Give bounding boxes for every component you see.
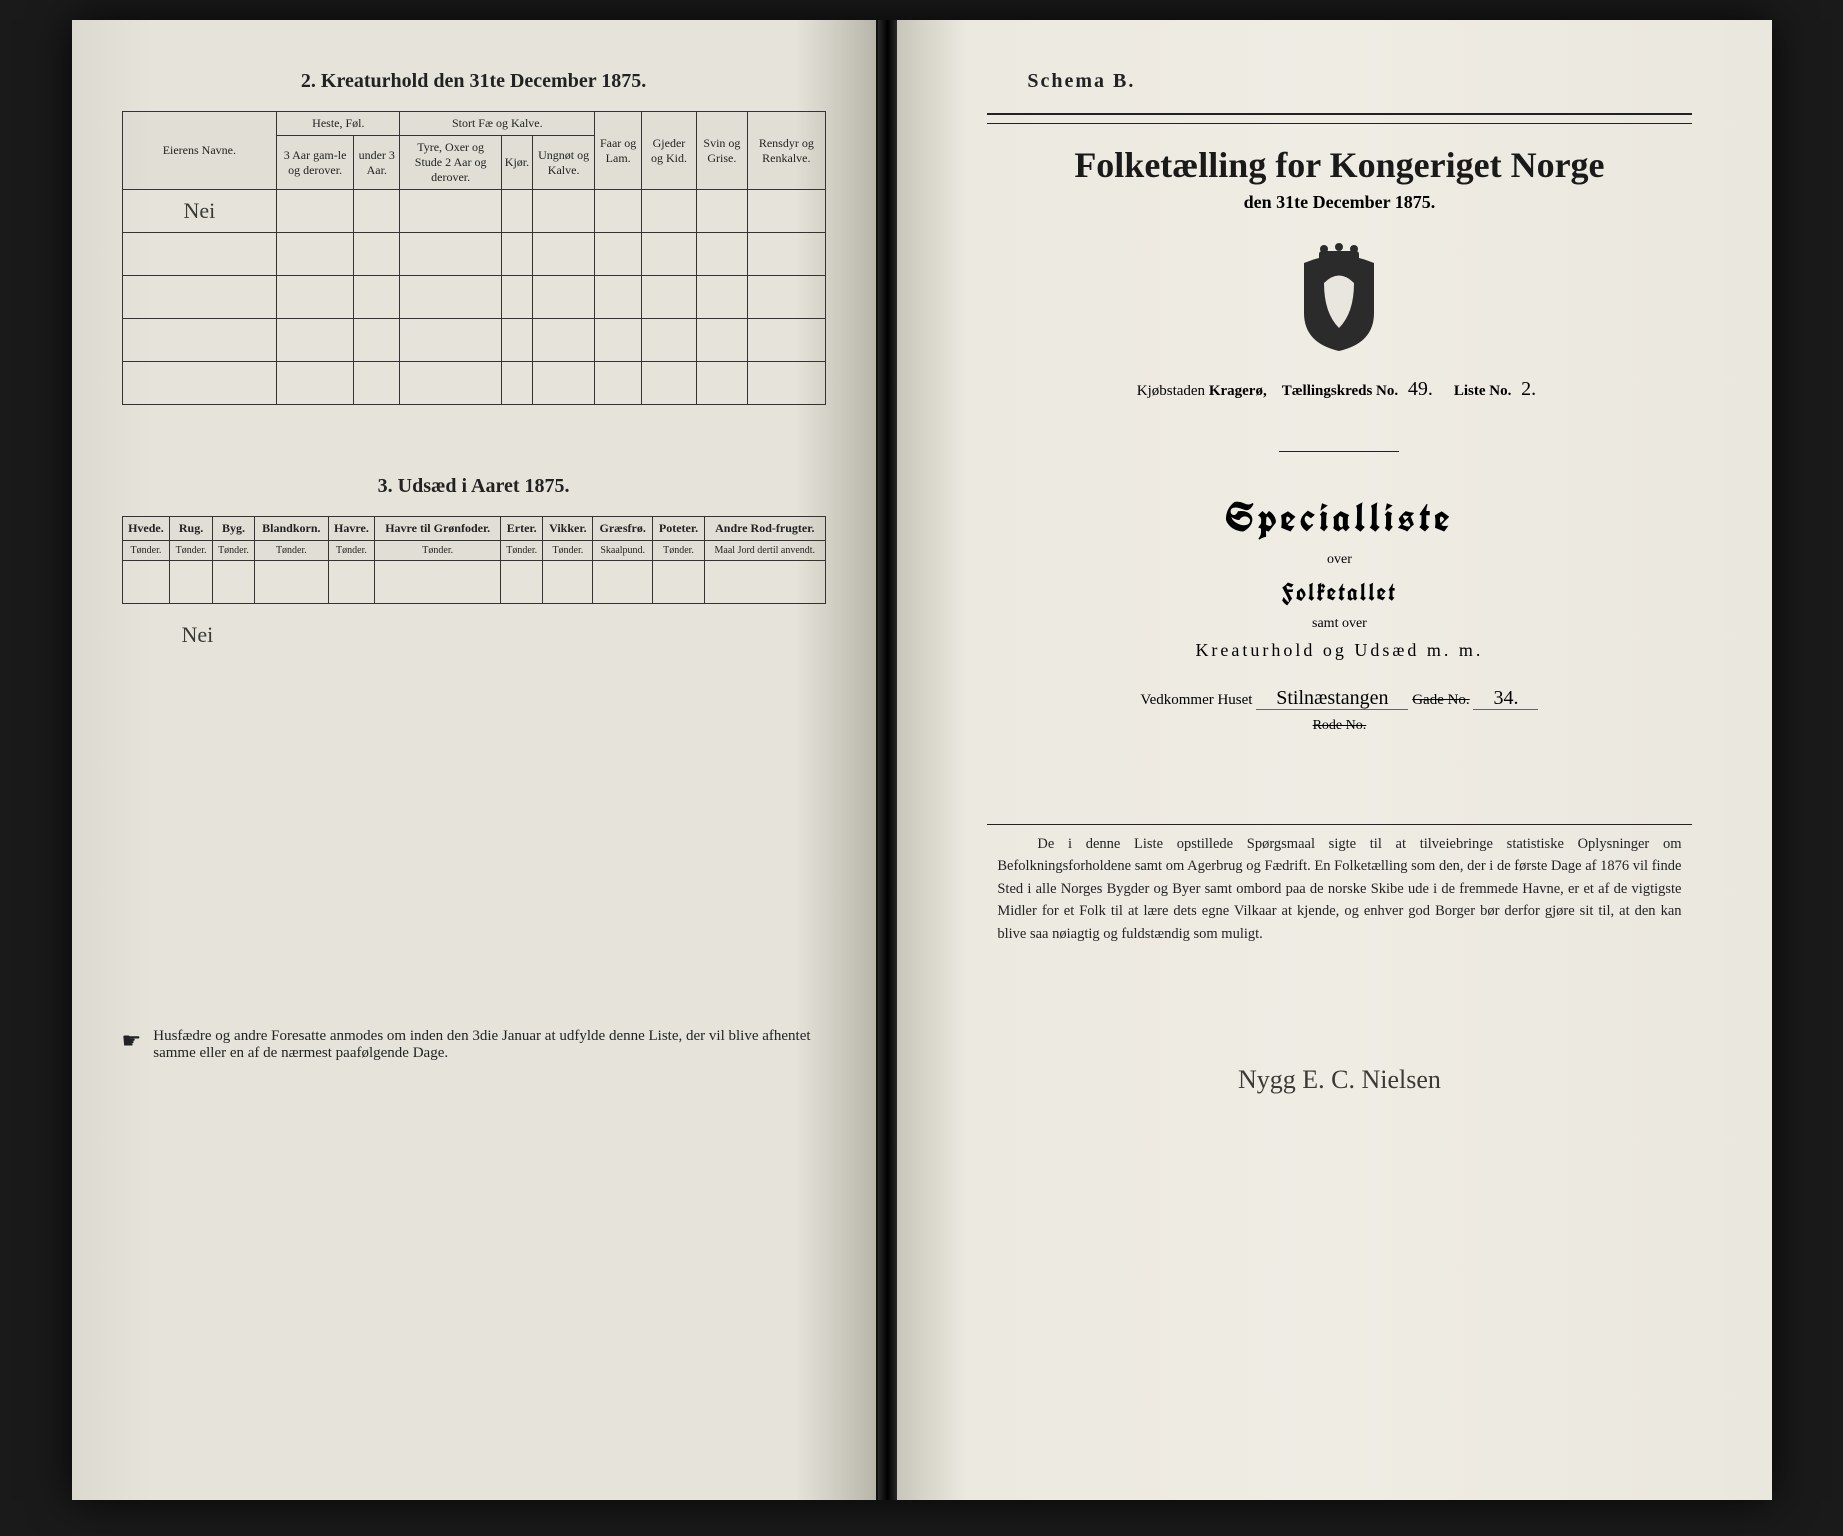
- sub-cow: Kjør.: [501, 136, 532, 190]
- seed-cell: [543, 561, 593, 604]
- liste-value: 2.: [1515, 378, 1542, 400]
- kreds-label: Tællingskreds No.: [1282, 383, 1398, 399]
- seed-col-unit: Tønder.: [375, 541, 501, 561]
- col-sheep: Faar og Lam.: [595, 112, 642, 190]
- footnote: ☛ Husfædre og andre Foresatte anmodes om…: [122, 1028, 826, 1062]
- seed-cell: [593, 561, 653, 604]
- col-reindeer: Rensdyr og Renkalve.: [748, 112, 826, 190]
- folketallet-label: Folketallet: [987, 576, 1691, 608]
- seed-col-unit: Tønder.: [543, 541, 593, 561]
- specialliste-heading: Specialliste: [987, 492, 1691, 544]
- seed-col-header: Havre til Grønfoder.: [375, 517, 501, 541]
- seed-col-unit: Tønder.: [122, 541, 170, 561]
- seed-cell: [501, 561, 543, 604]
- paragraph-text: De i denne Liste opstillede Spørgsmaal s…: [997, 836, 1681, 942]
- seed-col-header: Vikker.: [543, 517, 593, 541]
- book-spine: [878, 20, 898, 1500]
- identification-line: Kjøbstaden Kragerø, Tællingskreds No. 49…: [987, 378, 1691, 401]
- section2-title: 2. Kreaturhold den 31te December 1875.: [122, 70, 826, 93]
- rule-top: [987, 113, 1691, 115]
- seed-col-unit: Tønder.: [212, 541, 254, 561]
- rule-para: [987, 824, 1691, 825]
- house-prefix: Vedkommer Huset: [1140, 692, 1252, 708]
- seed-col-unit: Tønder.: [255, 541, 328, 561]
- rule-top2: [987, 123, 1691, 124]
- table-row: [122, 561, 825, 604]
- table-row: Nei: [122, 190, 825, 233]
- seed-col-unit: Maal Jord dertil anvendt.: [704, 541, 825, 561]
- gade-value: 34.: [1473, 687, 1538, 710]
- seed-col-header: Byg.: [212, 517, 254, 541]
- seed-col-header: Havre.: [328, 517, 375, 541]
- seed-cell: [375, 561, 501, 604]
- seed-col-unit: Tønder.: [501, 541, 543, 561]
- group-horses: Heste, Føl.: [277, 112, 400, 136]
- seed-cell: [255, 561, 328, 604]
- col-pigs: Svin og Grise.: [696, 112, 747, 190]
- seed-col-header: Erter.: [501, 517, 543, 541]
- seed-col-unit: Tønder.: [170, 541, 212, 561]
- instruction-paragraph: De i denne Liste opstillede Spørgsmaal s…: [997, 833, 1681, 945]
- seed-col-header: Græsfrø.: [593, 517, 653, 541]
- seed-col-unit: Tønder.: [328, 541, 375, 561]
- subtitle: den 31te December 1875.: [987, 192, 1691, 213]
- group-cattle: Stort Fæ og Kalve.: [400, 112, 595, 136]
- seed-col-header: Poteter.: [653, 517, 705, 541]
- sub-bull: Tyre, Oxer og Stude 2 Aar og derover.: [400, 136, 501, 190]
- owner-cell-hw: Nei: [122, 190, 277, 233]
- pointing-hand-icon: ☛: [122, 1028, 142, 1054]
- seed-cell: [328, 561, 375, 604]
- seed-col-unit: Tønder.: [653, 541, 705, 561]
- liste-label: Liste No.: [1454, 383, 1512, 399]
- table-row: [122, 276, 825, 319]
- seed-col-header: Rug.: [170, 517, 212, 541]
- seed-handwritten: Nei: [182, 622, 826, 648]
- seed-col-header: Andre Rod-frugter.: [704, 517, 825, 541]
- specialliste-block: Specialliste over Folketallet samt over …: [987, 492, 1691, 661]
- table-row: [122, 319, 825, 362]
- seed-cell: [170, 561, 212, 604]
- over-label: over: [987, 552, 1691, 568]
- table-row: [122, 233, 825, 276]
- city-label: Kjøbstaden: [1137, 383, 1205, 399]
- house-street-hw: Stilnæstangen: [1256, 687, 1408, 710]
- rode-line: Rode No.: [987, 718, 1691, 734]
- seed-header-row: Hvede.Rug.Byg.Blandkorn.Havre.Havre til …: [122, 517, 825, 541]
- samt-label: samt over: [987, 616, 1691, 632]
- left-page: 2. Kreaturhold den 31te December 1875. E…: [72, 20, 878, 1500]
- rule-mid: [1279, 451, 1399, 452]
- seed-unit-row: Tønder.Tønder.Tønder.Tønder.Tønder.Tønde…: [122, 541, 825, 561]
- seed-cell: [122, 561, 170, 604]
- sub-horse-old: 3 Aar gam-le og derover.: [277, 136, 354, 190]
- footnote-text: Husfædre og andre Foresatte anmodes om i…: [153, 1028, 825, 1062]
- seed-col-header: Hvede.: [122, 517, 170, 541]
- seed-cell: [212, 561, 254, 604]
- seed-col-unit: Skaalpund.: [593, 541, 653, 561]
- kreatur-label: Kreaturhold og Udsæd m. m.: [987, 640, 1691, 661]
- main-title: Folketælling for Kongeriget Norge: [987, 144, 1691, 186]
- sub-horse-young: under 3 Aar.: [354, 136, 400, 190]
- seed-cell: [653, 561, 705, 604]
- livestock-table: Eierens Navne. Heste, Føl. Stort Fæ og K…: [122, 111, 826, 405]
- city-value: Kragerø,: [1209, 383, 1267, 399]
- col-owner: Eierens Navne.: [122, 112, 277, 190]
- coat-of-arms-icon: [987, 243, 1691, 358]
- signature-hw: Nygg E. C. Nielsen: [987, 1065, 1691, 1095]
- seed-cell: [704, 561, 825, 604]
- open-book: 2. Kreaturhold den 31te December 1875. E…: [72, 20, 1772, 1500]
- section3-title: 3. Udsæd i Aaret 1875.: [122, 475, 826, 498]
- house-line: Vedkommer Huset Stilnæstangen Gade No. 3…: [987, 687, 1691, 710]
- sub-calf: Ungnøt og Kalve.: [533, 136, 595, 190]
- kreds-value: 49.: [1402, 378, 1439, 400]
- right-page: Schema B. Folketælling for Kongeriget No…: [897, 20, 1771, 1500]
- schema-label: Schema B.: [1027, 70, 1691, 93]
- col-goats: Gjeder og Kid.: [642, 112, 697, 190]
- seed-table: Hvede.Rug.Byg.Blandkorn.Havre.Havre til …: [122, 516, 826, 604]
- seed-col-header: Blandkorn.: [255, 517, 328, 541]
- gade-label: Gade No.: [1412, 692, 1469, 708]
- table-row: [122, 362, 825, 405]
